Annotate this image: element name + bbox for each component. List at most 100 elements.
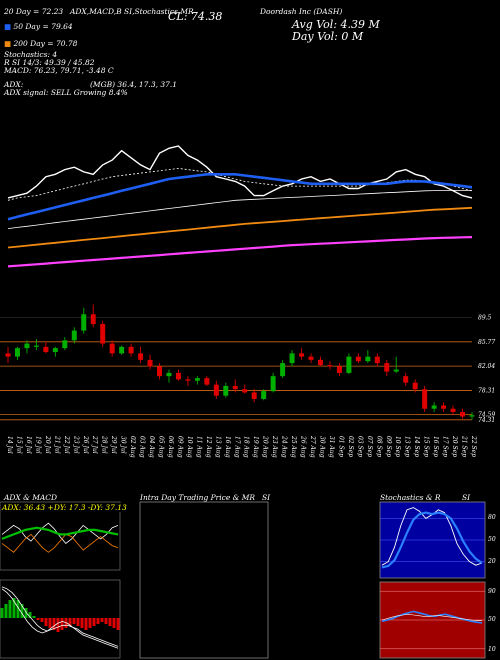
candle-body	[62, 340, 68, 349]
date-tick-label: 12 Aug	[205, 436, 212, 458]
header-close: CL: 74.38	[168, 10, 223, 23]
candle-body	[138, 353, 144, 360]
date-tick-label: 03 Aug	[139, 436, 146, 458]
date-tick-label: 14 Jul	[6, 436, 13, 454]
date-tick-label: 16 Aug	[224, 436, 231, 458]
candle-body	[166, 372, 172, 377]
intraday-panel-si: SI	[262, 493, 271, 502]
candle-body	[469, 415, 475, 417]
candle-body	[90, 314, 96, 325]
date-tick-label: 06 Aug	[167, 436, 174, 458]
date-tick-label: 19 Aug	[252, 436, 259, 458]
candle-body	[204, 378, 210, 385]
date-tick-label: 13 Aug	[214, 436, 221, 458]
candle-body	[336, 366, 342, 373]
candle-body	[261, 391, 267, 399]
adx-values-label: ADX: 36.43 +DY: 17.3 -DY: 37.13	[2, 503, 127, 512]
candle-body	[213, 384, 219, 396]
candle-body	[232, 385, 238, 390]
stoch-panel-si: SI	[462, 493, 471, 502]
date-tick-label: 18 Aug	[243, 436, 250, 458]
price-tick-label: 74.59	[478, 412, 495, 419]
date-tick-label: 30 Jul	[120, 436, 127, 454]
date-tick-label: 29 Jul	[110, 435, 117, 454]
header-adx-values: (MGB) 36.4, 17.3, 37.1	[90, 80, 178, 89]
date-tick-label: 31 Aug	[328, 436, 335, 458]
date-tick-label: 03 Sep	[356, 436, 363, 457]
date-tick-label: 20 Jul	[44, 435, 51, 454]
date-tick-label: 01 Sep	[337, 436, 344, 457]
date-tick-label: 05 Aug	[158, 436, 165, 458]
date-tick-label: 27 Aug	[309, 435, 316, 458]
candle-body	[251, 392, 257, 399]
candle-body	[43, 346, 49, 353]
date-tick-label: 21 Sep	[461, 435, 468, 457]
candle-body	[441, 405, 447, 409]
date-tick-label: 04 Aug	[148, 436, 155, 458]
candle-body	[128, 346, 134, 354]
header-day-volume: Day Vol: 0 M	[292, 30, 364, 43]
candle-body	[374, 356, 380, 364]
ma-line-300-day	[7, 236, 473, 268]
ma-line-200-day	[7, 206, 473, 249]
header-indicators: ADX,MACD,B SI,Stochastics,MR	[70, 7, 194, 16]
price-tick-label: 82.04	[478, 363, 495, 370]
candle-body	[412, 382, 418, 390]
date-tick-label: 19 Jul	[34, 436, 41, 454]
date-tick-label: 09 Aug	[176, 436, 183, 458]
candle-body	[317, 359, 323, 366]
candle-body	[422, 389, 428, 409]
moving-averages-chart	[7, 145, 473, 268]
ma-line-20-day	[7, 167, 473, 201]
price-tick-label: 85.77	[478, 339, 495, 346]
candle-body	[147, 359, 153, 367]
header-ma20: 20 Day = 72.23	[4, 7, 64, 16]
date-tick-label: 11 Aug	[195, 436, 202, 458]
header-macd: MACD: 76.23, 79.71, -3.48 C	[4, 66, 114, 75]
candle-body	[384, 363, 390, 372]
date-tick-label: 23 Jul	[72, 435, 79, 454]
date-tick-label: 13 Sep	[404, 436, 411, 457]
candle-body	[460, 411, 466, 417]
candle-body	[242, 389, 248, 393]
header-adx-title: ADX:	[4, 80, 24, 89]
candle-body	[270, 376, 276, 392]
date-tick-label: 14 Sep	[413, 436, 420, 457]
header-avg-volume: Avg Vol: 4.39 M	[292, 18, 380, 31]
candle-body	[355, 356, 361, 362]
candle-body	[280, 363, 286, 377]
candle-body	[194, 378, 200, 381]
candle-body	[346, 356, 352, 373]
candle-body	[157, 366, 163, 377]
candle-body	[33, 345, 39, 347]
candle-body	[299, 353, 305, 357]
price-tick-label: 78.31	[478, 387, 495, 394]
date-tick-label: 17 Aug	[233, 436, 240, 458]
date-tick-label: 21 Jul	[53, 435, 60, 454]
date-tick-label: 07 Sep	[366, 436, 373, 457]
candle-body	[14, 348, 20, 357]
candle-body	[403, 376, 409, 383]
header-ma200: ■ 200 Day = 70.78	[4, 39, 78, 48]
intraday-panel-title: Intra Day Trading Price & MR	[140, 493, 256, 502]
header-adx-signal: ADX signal: SELL Growing 8.4%	[4, 88, 128, 97]
ma-line-price	[7, 145, 473, 199]
price-tick-label: 89.5	[478, 315, 492, 322]
candle-body	[223, 385, 229, 396]
candle-body	[175, 372, 181, 380]
date-tick-label: 27 Jul	[91, 435, 98, 454]
date-tick-label: 28 Jul	[101, 435, 108, 454]
date-tick-label: 25 Aug	[290, 435, 297, 458]
date-tick-label: 02 Aug	[129, 436, 136, 458]
ma-line-100-day	[7, 190, 472, 229]
date-tick-label: 22 Sep	[470, 435, 477, 457]
date-tick-label: 15 Jul	[15, 436, 22, 454]
candle-body	[24, 343, 30, 349]
candle-body	[100, 324, 106, 344]
header-rsi: R SI 14/3: 49.39 / 45.82	[4, 58, 95, 67]
header-stochastics: Stochastics: 4	[4, 50, 58, 59]
date-tick-label: 02 Sep	[347, 436, 354, 457]
candle-body	[119, 346, 125, 354]
